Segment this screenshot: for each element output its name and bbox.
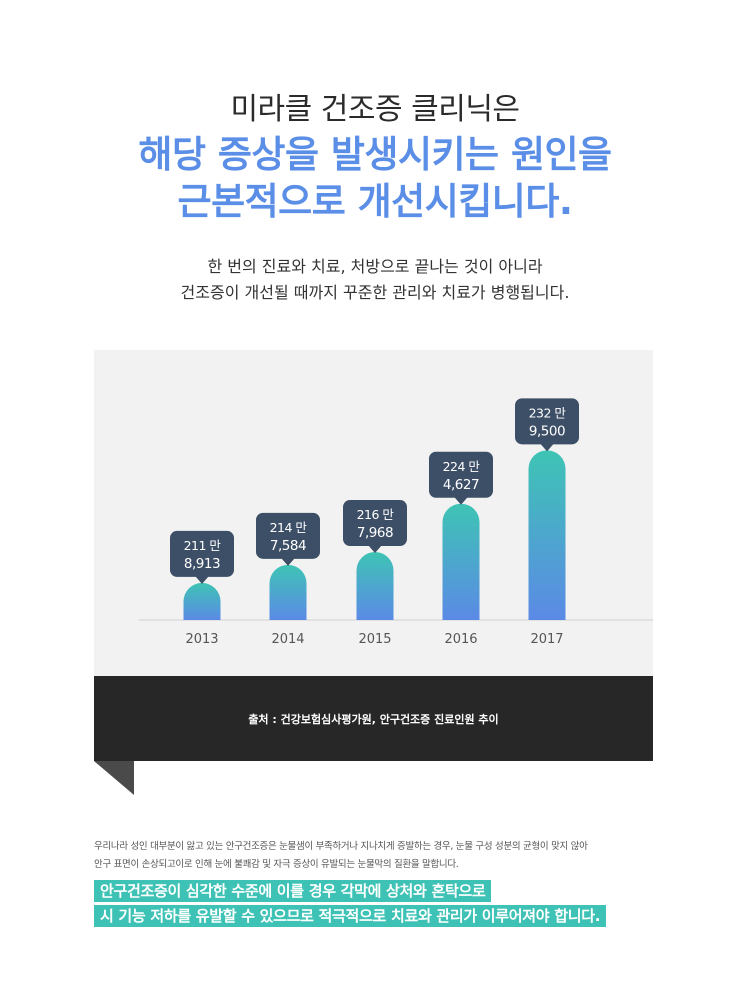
x-tick-label-2016: 2016 (444, 632, 477, 647)
x-tick-label-2015: 2015 (358, 632, 391, 647)
data-label-2017: 232 만 9,500 (515, 398, 579, 452)
heading-line-3: 근본적으로 개선시킵니다. (177, 180, 573, 223)
data-label-top: 232 만 (529, 405, 567, 420)
data-label-top: 214 만 (270, 520, 308, 535)
bar-chart: 211 만 8,913 2013 214 만 7,584 2014 216 만 7,968 20… (139, 398, 653, 647)
data-label-top: 216 만 (357, 507, 395, 522)
heading-line-2: 해당 증상을 발생시키는 원인을 (138, 133, 612, 176)
data-label-bottom: 4,627 (443, 477, 479, 493)
description-line-1: 우리나라 성인 대부분이 앓고 있는 안구건조증은 눈물샘이 부족하거나 지나치… (94, 841, 588, 852)
x-tick-label-2014: 2014 (271, 632, 304, 647)
data-label-bottom: 9,500 (529, 423, 565, 439)
bar-2016 (442, 503, 480, 620)
intro-line-1: 한 번의 진료와 치료, 처방으로 끝나는 것이 아니라 (207, 257, 543, 276)
heading-line-1: 미라클 건조증 클리닉은 (230, 92, 520, 127)
source-bar-fold (94, 761, 134, 795)
bar-2013 (183, 582, 221, 620)
bar-2015 (356, 552, 394, 620)
source-text: 출처 : 건강보험심사평가원, 안구건조증 진료인원 추이 (248, 712, 499, 726)
intro-line-2: 건조증이 개선될 때까지 꾸준한 관리와 치료가 병행됩니다. (180, 283, 570, 302)
data-label-2013: 211 만 8,913 (170, 530, 234, 584)
x-tick-label-2013: 2013 (185, 632, 218, 647)
data-label-bottom: 8,913 (184, 556, 220, 572)
data-label-top: 211 만 (184, 538, 222, 553)
bar-2017 (528, 450, 566, 620)
data-label-2015: 216 만 7,968 (343, 500, 407, 554)
x-tick-label-2017: 2017 (530, 632, 563, 647)
bar-2014 (269, 564, 307, 620)
data-label-bottom: 7,584 (270, 538, 306, 554)
highlight-line-2: 시 기능 저하를 유발할 수 있으므로 적극적으로 치료와 관리가 이루어져야 … (94, 905, 607, 927)
chart-panel: 211 만 8,913 2013 214 만 7,584 2014 216 만 7,968 20… (94, 350, 653, 676)
source-bar: 출처 : 건강보험심사평가원, 안구건조증 진료인원 추이 (94, 676, 653, 761)
data-label-2014: 214 만 7,584 (256, 512, 320, 566)
data-label-top: 224 만 (443, 459, 481, 474)
description-line-2: 안구 표면이 손상되고이로 인해 눈에 불쾌감 및 자극 증상이 유발되는 눈물… (94, 859, 459, 870)
data-label-bottom: 7,968 (357, 525, 393, 541)
highlight-line-1: 안구건조증이 심각한 수준에 이를 경우 각막에 상처와 혼탁으로 (94, 880, 492, 902)
data-label-2016: 224 만 4,627 (429, 451, 493, 505)
